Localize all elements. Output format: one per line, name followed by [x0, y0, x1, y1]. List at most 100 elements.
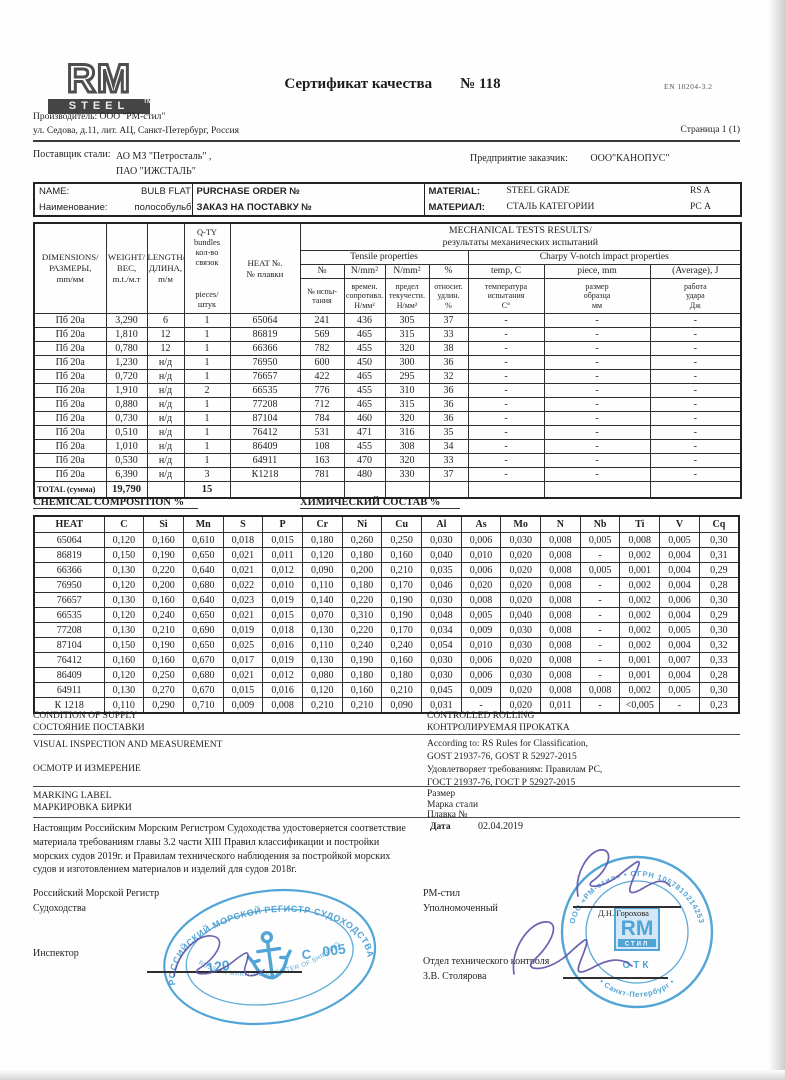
- charpy-header: Charpy V-notch impact properties: [467, 250, 742, 265]
- table-cell: 782: [299, 341, 345, 356]
- table-cell: 0,008: [540, 637, 581, 653]
- table-cell: 0,008: [540, 577, 581, 593]
- table-cell: 0,28: [698, 667, 740, 683]
- table-cell: 0,210: [341, 697, 383, 714]
- table-cell: 0,025: [222, 637, 264, 653]
- table-cell: н/д: [146, 439, 185, 454]
- table-cell: 0,004: [659, 562, 700, 578]
- table-cell: 0,210: [381, 682, 422, 698]
- table-cell: 1: [183, 425, 231, 440]
- table-row: Пб 20а 0,720 н/д 1 76657 422 465 295 32- - -: [33, 369, 742, 384]
- table-cell: 0,130: [103, 682, 145, 698]
- table-cell: 0,004: [659, 547, 700, 563]
- table-cell: 35: [428, 425, 469, 440]
- table-cell: н/д: [146, 383, 185, 398]
- total-pieces: 15: [183, 481, 231, 499]
- column-header: P: [262, 515, 303, 533]
- table-cell: н/д: [146, 397, 185, 412]
- producer-block: Производитель: ООО "РМ-стил" ул. Седова,…: [33, 110, 239, 138]
- table-cell: 0,120: [301, 547, 343, 563]
- table-cell: 0,190: [381, 592, 422, 608]
- table-cell: 0,110: [103, 697, 145, 714]
- table-cell: 305: [384, 313, 430, 328]
- table-cell: 0,730: [105, 411, 148, 426]
- table-cell: 0,190: [143, 637, 184, 653]
- date-value: 02.04.2019: [478, 821, 523, 832]
- total-row: TOTAL (сумма) 19,790 15: [33, 481, 742, 499]
- table-cell: 0,720: [105, 369, 148, 384]
- table-cell: 465: [343, 327, 386, 342]
- column-header: HEAT: [33, 515, 105, 533]
- table-cell: -: [467, 425, 545, 440]
- svg-text:• Санкт-Петербург •: • Санкт-Петербург •: [598, 977, 677, 999]
- table-cell: 0,019: [262, 652, 303, 668]
- rm-steel-round-stamp: ООО «РМ-стил» • ОГРН 1057810214253 • Сан…: [558, 853, 716, 1016]
- header-row: № испы- тания времен. сопротивл. Н/мм² п…: [34, 278, 742, 314]
- column-header: C: [103, 515, 145, 533]
- table-cell: 1: [183, 355, 231, 370]
- table-cell: 0,160: [143, 532, 184, 548]
- table-cell: 0,160: [143, 652, 184, 668]
- table-cell: 0,110: [301, 637, 343, 653]
- table-cell: н/д: [146, 369, 185, 384]
- table-cell: 0,170: [381, 577, 422, 593]
- table-cell: 320: [384, 453, 430, 468]
- table-cell: 0,020: [500, 682, 542, 698]
- table-row: Пб 20а 0,730 н/д 1 87104 784 460 320 36- - -: [33, 411, 742, 426]
- col-piece: piece, mm: [543, 264, 651, 279]
- table-cell: 0,020: [500, 592, 542, 608]
- table-cell: 0,040: [500, 607, 542, 623]
- customer-value: ООО"КАНОПУС": [590, 153, 670, 164]
- table-cell: 0,019: [262, 592, 303, 608]
- table-cell: 0,140: [301, 592, 343, 608]
- table-cell: 465: [343, 397, 386, 412]
- table-cell: 0,640: [182, 562, 224, 578]
- table-cell: 0,180: [301, 532, 343, 548]
- table-cell: -: [467, 411, 545, 426]
- steel-grade-label: STEEL GRADE: [506, 186, 570, 197]
- visual-inspection-ru: ОСМОТР И ИЗМЕРЕНИЕ: [33, 764, 141, 774]
- table-cell: 0,670: [182, 682, 224, 698]
- table-cell: 0,007: [659, 652, 700, 668]
- table-cell: 776: [299, 383, 345, 398]
- table-cell: -: [467, 369, 545, 384]
- scan-edge-bottom: [0, 1070, 785, 1080]
- table-cell: 38: [428, 341, 469, 356]
- producer-name: Производитель: ООО "РМ-стил": [33, 112, 166, 122]
- table-cell: -: [467, 383, 545, 398]
- table-cell: -: [467, 439, 545, 454]
- table-cell: 0,006: [460, 652, 502, 668]
- table-cell: 0,120: [103, 577, 145, 593]
- table-cell: 0,012: [262, 562, 303, 578]
- table-cell: 0,240: [143, 607, 184, 623]
- table-cell: 0,005: [659, 532, 700, 548]
- table-cell: 0,510: [105, 425, 148, 440]
- table-cell: 0,090: [301, 562, 343, 578]
- table-cell: 37: [428, 313, 469, 328]
- table-cell: Пб 20а: [33, 411, 107, 426]
- table-cell: -: [543, 397, 651, 412]
- table-cell: 0,001: [619, 562, 661, 578]
- table-cell: 163: [299, 453, 345, 468]
- table-cell: 0,018: [222, 532, 264, 548]
- table-cell: н/д: [146, 411, 185, 426]
- table-cell: 0,009: [460, 622, 502, 638]
- table-cell: Пб 20а: [33, 341, 107, 356]
- table-cell: 0,020: [460, 577, 502, 593]
- table-cell: 0,030: [500, 532, 542, 548]
- table-cell: 0,710: [182, 697, 224, 714]
- table-cell: 1: [183, 439, 231, 454]
- supplier-values: АО МЗ "Петросталь" , ПАО "ИЖСТАЛЬ": [116, 151, 212, 177]
- table-cell: 0,005: [579, 532, 621, 548]
- table-cell: 455: [343, 439, 386, 454]
- table-cell: 0,210: [301, 697, 343, 714]
- table-cell: -: [543, 439, 651, 454]
- table-cell: 0,021: [222, 562, 264, 578]
- table-row: 64911 0,130 0,270 0,670 0,015 0,016 0,120 0,160…: [33, 682, 740, 698]
- table-cell: 0,008: [540, 667, 581, 683]
- divider: [33, 817, 740, 818]
- table-cell: 0,008: [540, 592, 581, 608]
- table-cell: 0,250: [143, 667, 184, 683]
- table-cell: -: [649, 439, 742, 454]
- table-cell: 0,29: [698, 562, 740, 578]
